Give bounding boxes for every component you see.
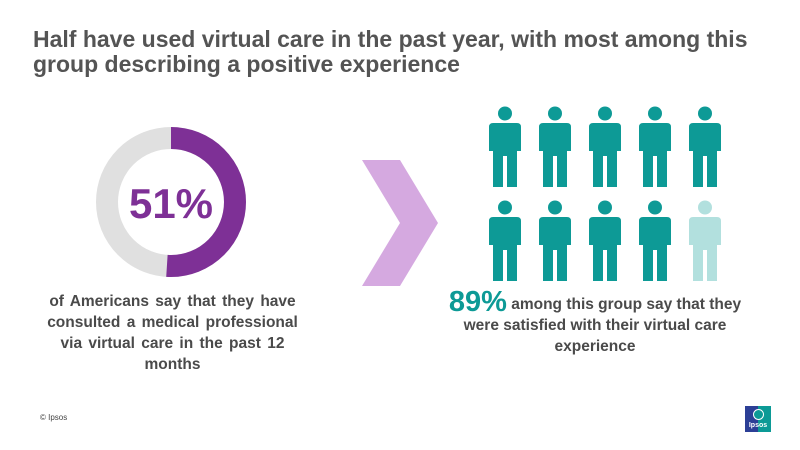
right-description: 89% among this group say that they were … — [440, 288, 750, 357]
person-icon — [580, 200, 630, 281]
person-icon — [680, 106, 730, 187]
people-icon-grid — [480, 106, 730, 281]
donut-percentage: 51% — [128, 180, 214, 227]
left-description: of Americans say that they have consulte… — [47, 293, 298, 373]
person-icon — [480, 200, 530, 281]
right-description-text: among this group say that they were sati… — [463, 296, 742, 355]
slide-title: Half have used virtual care in the past … — [33, 26, 748, 77]
chevron-right-icon — [362, 160, 438, 286]
person-icon — [530, 106, 580, 187]
person-icon — [530, 200, 580, 281]
donut-chart — [96, 127, 246, 277]
satisfied-percentage: 89% — [448, 286, 507, 318]
person-icon — [630, 200, 680, 281]
donut-arc — [96, 127, 246, 277]
person-icon — [680, 200, 730, 281]
copyright: © Ipsos — [40, 413, 68, 422]
person-icon — [480, 106, 530, 187]
person-icon — [580, 106, 630, 187]
ipsos-logo: Ipsos — [745, 406, 771, 432]
person-icon — [630, 106, 680, 187]
